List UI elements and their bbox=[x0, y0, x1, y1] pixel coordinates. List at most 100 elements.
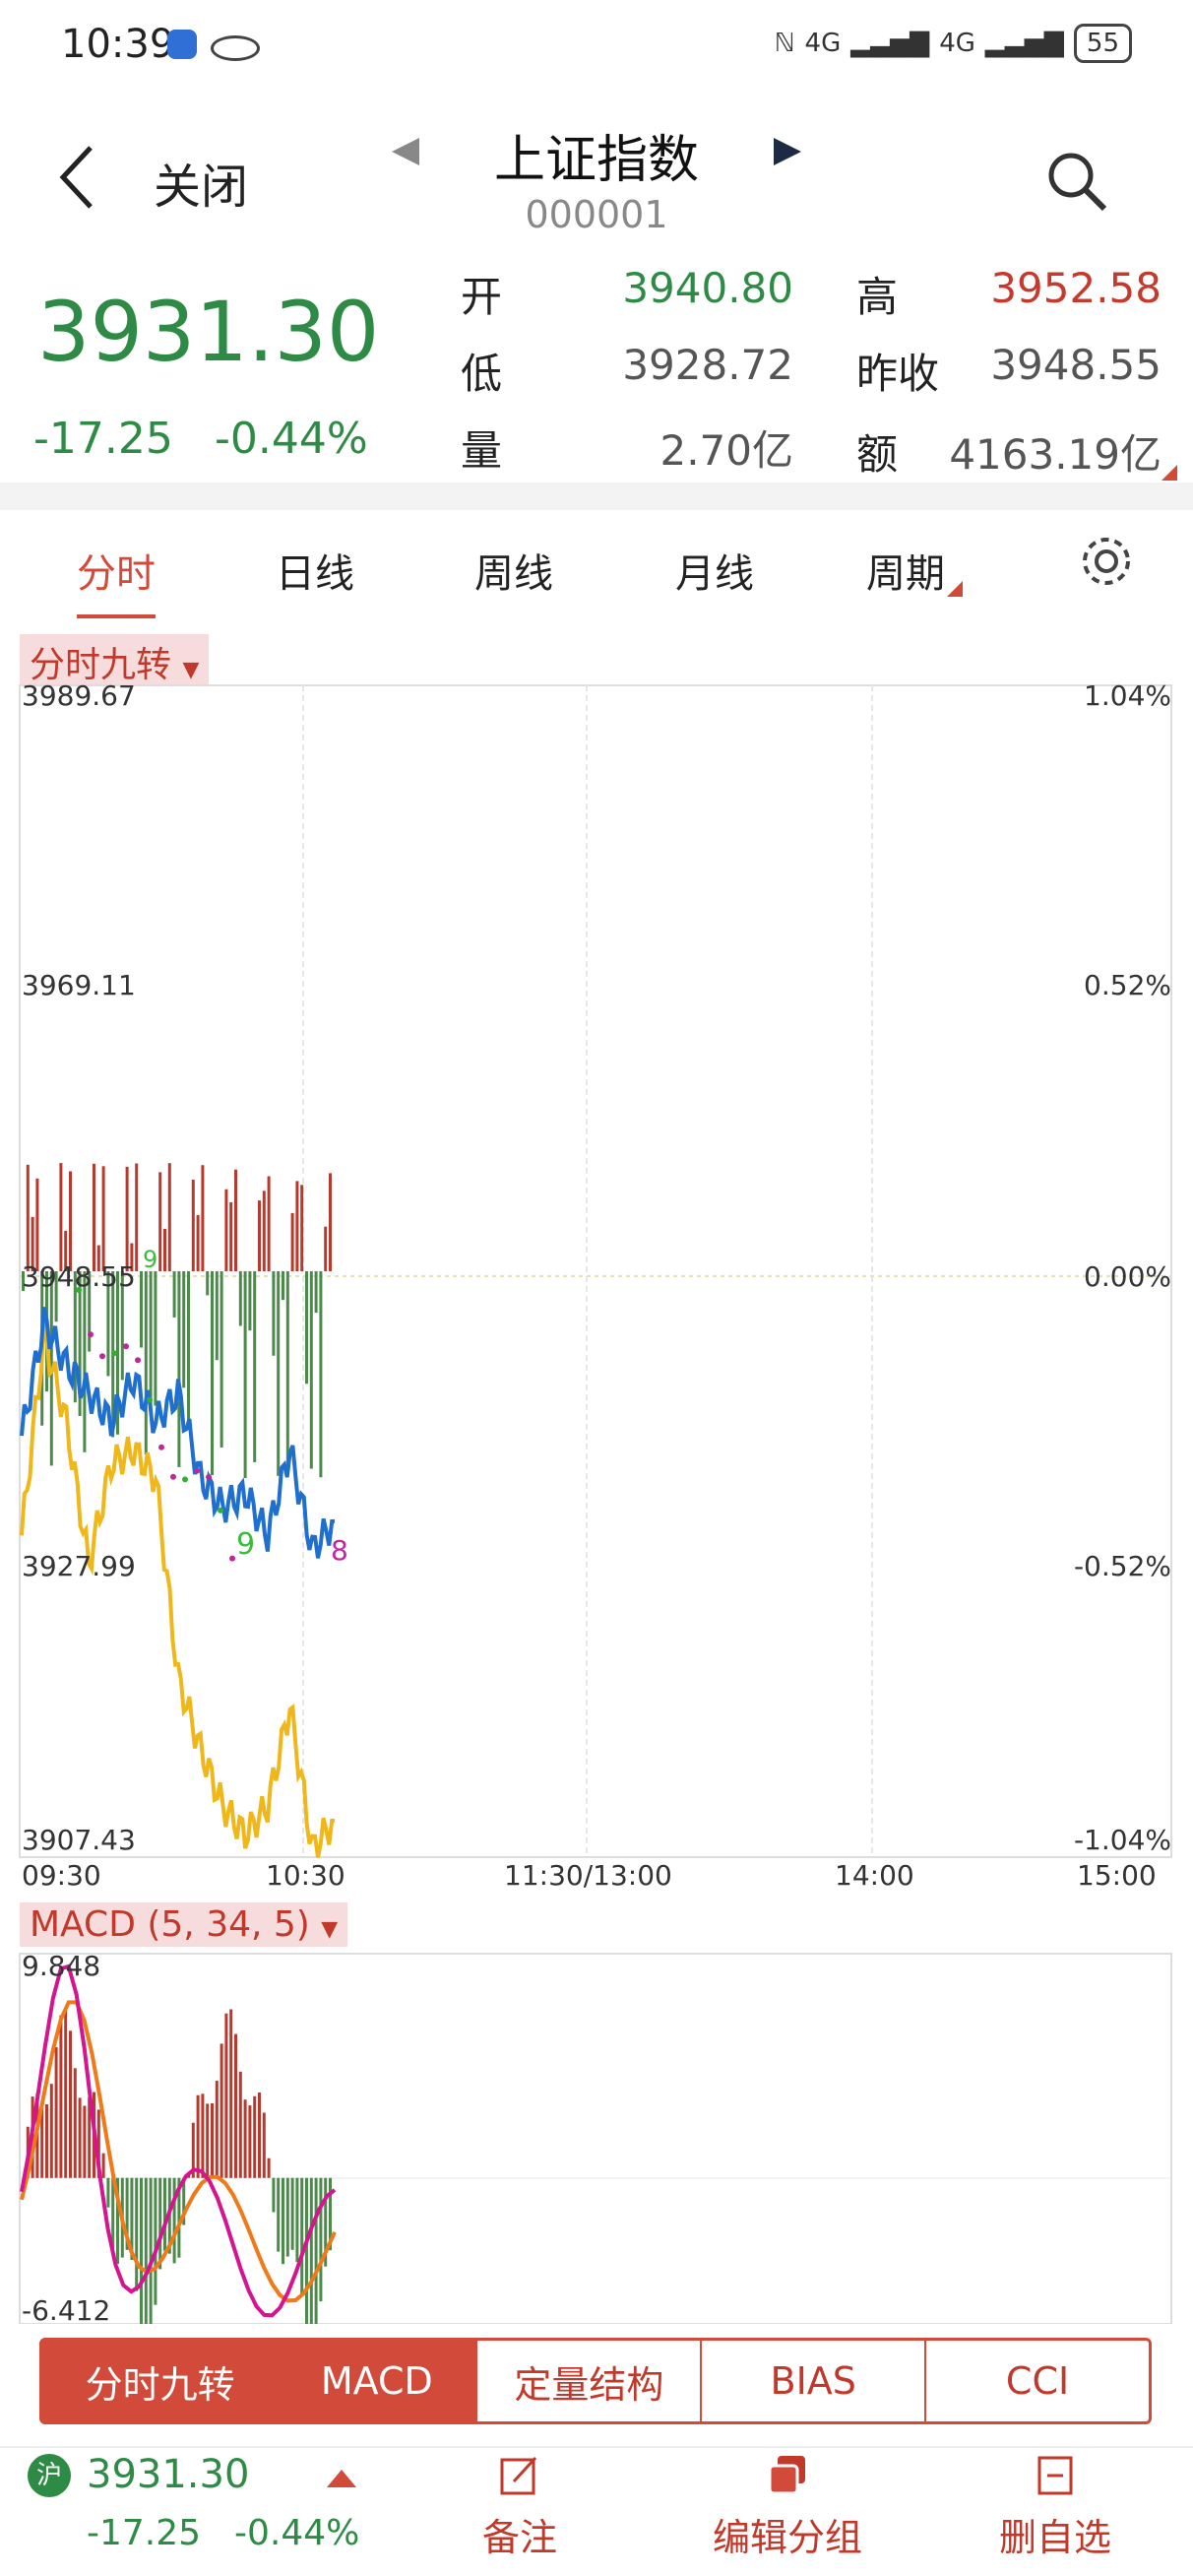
volume-bar bbox=[101, 1166, 105, 1271]
macd-bar bbox=[177, 2177, 181, 2258]
high-value: 3952.58 bbox=[990, 264, 1162, 312]
tab-monthly[interactable]: 月线 bbox=[675, 551, 754, 597]
remove-icon bbox=[1037, 2456, 1073, 2495]
price-change-pct: -0.44% bbox=[215, 414, 368, 464]
macd-bar bbox=[45, 2104, 48, 2178]
tab-cci[interactable]: CCI bbox=[1005, 2359, 1070, 2403]
macd-indicator-selector[interactable]: MACD (5, 34, 5) ▼ bbox=[20, 1902, 348, 1947]
intraday-chart[interactable]: 9 9 8 bbox=[0, 679, 1193, 1900]
volume-bar bbox=[309, 1271, 313, 1469]
macd-bar bbox=[248, 2105, 252, 2178]
volume-bar bbox=[224, 1189, 228, 1271]
marker-9-bottom: 9 bbox=[236, 1527, 255, 1562]
volume-bar bbox=[93, 1163, 95, 1271]
macd-bar bbox=[111, 2177, 115, 2249]
tab-bias[interactable]: BIAS bbox=[702, 2341, 927, 2421]
macd-histogram bbox=[26, 2008, 332, 2324]
macd-bar bbox=[300, 2177, 304, 2295]
volume-bar bbox=[211, 1271, 214, 1475]
page-title: 上证指数 bbox=[493, 131, 699, 190]
tdseq-dot bbox=[218, 1507, 223, 1513]
tab-quant-structure[interactable]: 定量结构 bbox=[477, 2341, 703, 2421]
macd-bar bbox=[329, 2177, 332, 2251]
volume-bar bbox=[106, 1271, 110, 1377]
macd-bar bbox=[54, 2047, 58, 2178]
macd-bar bbox=[96, 2109, 100, 2178]
corner-indicator-icon bbox=[1162, 465, 1177, 481]
macd-bar bbox=[211, 2103, 214, 2178]
next-stock-icon[interactable] bbox=[768, 132, 807, 171]
volume-bar bbox=[163, 1228, 166, 1271]
volume-bar bbox=[83, 1271, 87, 1452]
footer-price: 3931.30 bbox=[87, 2452, 250, 2497]
volume-bar bbox=[116, 1271, 119, 1435]
y-right-label-5: -1.04% bbox=[1073, 1824, 1171, 1856]
macd-bar bbox=[154, 2177, 157, 2305]
settings-gear-icon[interactable] bbox=[1077, 532, 1136, 591]
tab-period[interactable]: 周期 bbox=[866, 551, 945, 597]
expand-up-icon[interactable] bbox=[325, 2468, 358, 2489]
macd-bar bbox=[191, 2122, 195, 2178]
prev-stock-icon[interactable] bbox=[386, 132, 425, 171]
macd-bar bbox=[272, 2177, 276, 2213]
high-label: 高 bbox=[856, 273, 899, 321]
volume-bar bbox=[130, 1243, 134, 1271]
exchange-badge: 沪 bbox=[28, 2454, 71, 2497]
macd-bar bbox=[69, 2030, 72, 2178]
tab-weekly[interactable]: 周线 bbox=[474, 551, 553, 597]
stock-code: 000001 bbox=[525, 193, 668, 236]
tdseq-dot bbox=[123, 1343, 129, 1350]
note-button[interactable]: 备注 bbox=[421, 2452, 618, 2561]
volume-bar bbox=[201, 1165, 205, 1271]
macd-bar bbox=[229, 2009, 233, 2178]
volume-bar bbox=[234, 1169, 237, 1271]
macd-bar bbox=[78, 2097, 82, 2178]
macd-bar bbox=[130, 2177, 134, 2260]
macd-bar bbox=[140, 2177, 143, 2324]
marker-8: 8 bbox=[331, 1534, 348, 1567]
volume-bar bbox=[314, 1271, 318, 1314]
tdseq-dot bbox=[206, 1474, 212, 1480]
y-right-label-3: 0.00% bbox=[1084, 1260, 1171, 1293]
current-price: 3931.30 bbox=[37, 284, 380, 380]
macd-bar bbox=[101, 2153, 105, 2178]
volume-bar bbox=[215, 1271, 219, 1361]
edit-group-button[interactable]: 编辑分组 bbox=[689, 2452, 886, 2561]
intraday-indicator-selector[interactable]: 分时九转 ▼ bbox=[20, 634, 210, 689]
volume-bar bbox=[182, 1271, 186, 1388]
volume-bar bbox=[305, 1271, 308, 1385]
x-label-1500: 15:00 bbox=[1077, 1859, 1157, 1892]
tab-daily[interactable]: 日线 bbox=[276, 551, 354, 597]
volume-bar bbox=[73, 1271, 77, 1403]
volume-bar bbox=[277, 1271, 281, 1476]
macd-bar bbox=[206, 2103, 210, 2178]
footer-change: -17.25 bbox=[87, 2513, 202, 2553]
volume-bar bbox=[187, 1271, 190, 1429]
macd-bar bbox=[116, 2177, 119, 2265]
search-icon[interactable] bbox=[1043, 148, 1112, 217]
volume-bar bbox=[125, 1166, 129, 1271]
tdseq-dot bbox=[99, 1353, 105, 1360]
remove-watchlist-button[interactable]: 删自选 bbox=[957, 2452, 1154, 2561]
macd-bar bbox=[73, 2068, 77, 2178]
indicator-tabs: 分时九转 MACD 定量结构 BIAS CCI bbox=[39, 2338, 1152, 2424]
tab-macd[interactable]: MACD bbox=[320, 2359, 433, 2403]
macd-chart[interactable] bbox=[0, 1950, 1193, 2324]
macd-top-value: 9.848 bbox=[22, 1950, 101, 1982]
volume-bar bbox=[59, 1163, 63, 1271]
volume-bar bbox=[26, 1164, 30, 1271]
back-icon[interactable] bbox=[51, 138, 110, 217]
note-label: 备注 bbox=[481, 2516, 557, 2559]
macd-bar bbox=[196, 2094, 200, 2178]
volume-bar bbox=[35, 1178, 39, 1271]
price-change: -17.25 bbox=[33, 414, 173, 464]
volume-bar bbox=[290, 1212, 294, 1271]
y-right-label-4: -0.52% bbox=[1073, 1550, 1171, 1582]
tab-group-selected: 分时九转 MACD bbox=[42, 2341, 478, 2421]
tab-intraday[interactable]: 分时 bbox=[77, 551, 156, 597]
tab-tdseq[interactable]: 分时九转 bbox=[85, 2362, 235, 2407]
macd-bar bbox=[234, 2033, 237, 2178]
volume-bar bbox=[295, 1181, 299, 1271]
close-button[interactable]: 关闭 bbox=[154, 160, 249, 215]
volume-bar bbox=[167, 1163, 171, 1271]
